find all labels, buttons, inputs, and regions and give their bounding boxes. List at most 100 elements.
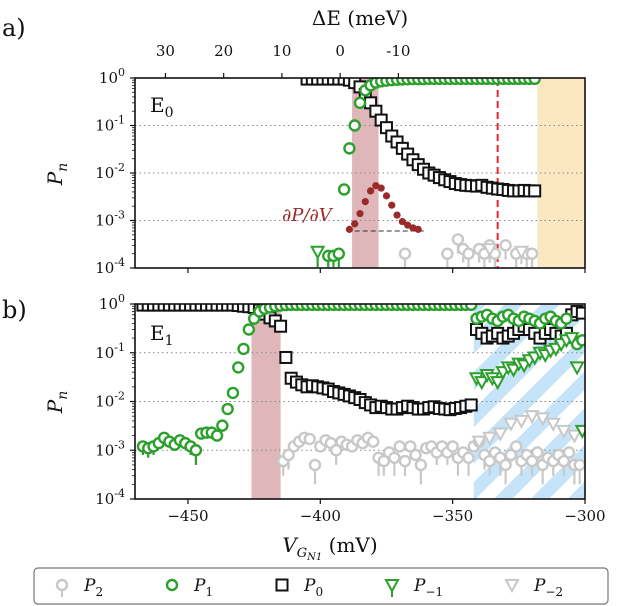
data-point xyxy=(525,247,539,260)
data-point xyxy=(189,444,203,457)
data-point xyxy=(462,451,475,465)
data-point xyxy=(575,306,585,320)
data-point xyxy=(560,312,573,325)
data-point xyxy=(388,451,401,465)
legend-label: P2 xyxy=(83,576,103,599)
data-point xyxy=(574,424,585,439)
top-tick-label: -10 xyxy=(386,42,410,60)
data-point xyxy=(504,448,518,462)
data-point xyxy=(221,402,234,416)
data-point xyxy=(337,183,351,196)
legend-entry: P−2 xyxy=(504,576,563,599)
data-point xyxy=(524,410,540,425)
data-point xyxy=(509,440,523,453)
legend-label: P−1 xyxy=(413,576,443,599)
data-point xyxy=(345,225,354,233)
data-point xyxy=(274,319,288,333)
data-point xyxy=(226,386,240,400)
data-point xyxy=(566,429,583,444)
data-point xyxy=(464,398,478,412)
data-point xyxy=(446,440,459,453)
top-tick-label: 30 xyxy=(156,42,175,60)
panel-b-axes: 100 10-1 10-2 10-3 10-4 −450 −400 −350 −300 xyxy=(95,292,605,525)
data-point xyxy=(361,197,369,206)
data-point xyxy=(482,243,498,258)
legend-entry: P2 xyxy=(55,576,103,599)
data-point xyxy=(393,211,401,219)
data-point xyxy=(353,96,367,110)
data-point xyxy=(308,458,322,472)
data-point xyxy=(528,78,541,86)
data-point xyxy=(409,448,422,462)
data-point xyxy=(351,220,359,228)
data-point xyxy=(237,342,250,356)
panel-a-top-axis-title: ΔE (meV) xyxy=(312,6,408,30)
data-point xyxy=(242,323,256,336)
data-point xyxy=(528,184,542,198)
panel-a-data-marks xyxy=(300,78,542,268)
data-point xyxy=(471,435,487,450)
data-point xyxy=(404,440,417,453)
series-dpmdv xyxy=(345,182,422,233)
data-point xyxy=(414,225,422,233)
legend-entry: P1 xyxy=(165,576,213,599)
y-tick-label: 10-2 xyxy=(95,390,125,411)
data-point xyxy=(332,247,346,260)
data-point xyxy=(464,304,478,312)
data-point xyxy=(343,142,356,155)
series-p0 xyxy=(300,78,542,198)
panel-a-derivative-annotation: ∂P/∂V xyxy=(282,205,334,226)
data-point xyxy=(348,119,361,132)
data-point xyxy=(216,419,229,432)
data-point xyxy=(393,440,406,453)
data-point xyxy=(303,432,316,446)
data-point xyxy=(576,334,585,347)
panel-a-y-axis-title: Pn xyxy=(43,163,71,187)
legend-marker xyxy=(165,578,179,592)
legend-label: P0 xyxy=(303,576,323,599)
data-point xyxy=(483,454,496,468)
data-point xyxy=(414,458,428,472)
data-point xyxy=(556,424,572,439)
legend-marker xyxy=(275,578,289,592)
legend-label: P−2 xyxy=(533,576,563,599)
data-point xyxy=(569,361,585,376)
y-tick-label: 10-4 xyxy=(95,256,125,277)
data-point xyxy=(564,332,580,347)
data-point xyxy=(282,448,295,462)
data-point xyxy=(482,431,498,446)
data-point xyxy=(513,414,530,429)
x-tick-label: −450 xyxy=(167,507,208,525)
data-point xyxy=(499,458,512,472)
legend-label: P1 xyxy=(193,576,213,599)
data-point xyxy=(503,417,519,432)
data-point xyxy=(398,454,412,468)
y-tick-label: 10-1 xyxy=(95,341,125,362)
y-tick-label: 10-3 xyxy=(95,438,125,459)
panel-a-state-label: E0 xyxy=(150,93,174,121)
data-point xyxy=(329,444,343,457)
legend-marker xyxy=(55,578,69,592)
series-p2 xyxy=(277,431,585,485)
panel-b-label: b) xyxy=(2,296,27,324)
data-point xyxy=(474,376,490,391)
data-point xyxy=(489,376,506,391)
legend-marker xyxy=(504,579,520,594)
data-point xyxy=(367,435,380,448)
x-tick-label: −350 xyxy=(432,507,473,525)
data-point xyxy=(366,187,375,195)
legend-entry: P−1 xyxy=(384,576,443,599)
y-tick-label: 10-2 xyxy=(95,161,125,182)
top-tick-label: 20 xyxy=(214,42,233,60)
top-tick-label: 10 xyxy=(272,42,291,60)
y-tick-label: 100 xyxy=(99,292,125,313)
y-tick-label: 10-1 xyxy=(95,114,125,135)
data-point xyxy=(534,412,551,427)
x-tick-label: −400 xyxy=(300,507,341,525)
legend-entry: P0 xyxy=(275,576,323,599)
data-point xyxy=(545,417,561,432)
data-point xyxy=(377,454,391,468)
data-point xyxy=(382,192,391,200)
data-point xyxy=(531,446,544,459)
